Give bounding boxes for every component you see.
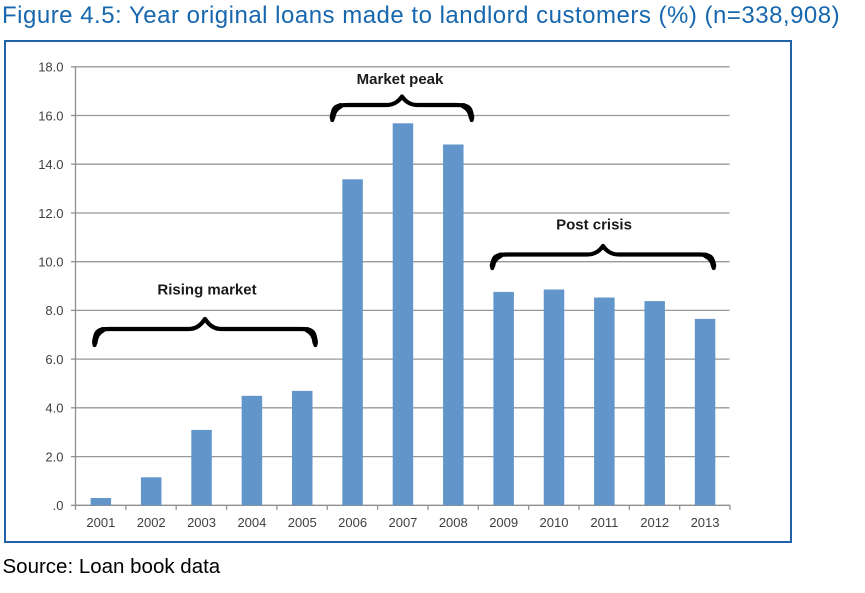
svg-text:Rising market: Rising market [157, 281, 256, 298]
svg-text:2011: 2011 [590, 515, 618, 530]
svg-text:Market peak: Market peak [357, 71, 444, 88]
svg-text:2005: 2005 [288, 515, 317, 530]
svg-text:10.0: 10.0 [38, 255, 63, 270]
svg-text:Figure 4.5: Year original loan: Figure 4.5: Year original loans made to … [2, 2, 840, 29]
svg-text:2008: 2008 [439, 515, 468, 530]
svg-text:2006: 2006 [338, 515, 367, 530]
svg-text:6.0: 6.0 [45, 352, 63, 367]
svg-text:Source: Loan book data: Source: Loan book data [3, 555, 221, 578]
svg-text:2010: 2010 [540, 515, 569, 530]
svg-text:2.0: 2.0 [45, 449, 63, 464]
svg-text:2009: 2009 [489, 515, 518, 530]
svg-text:14.0: 14.0 [38, 157, 63, 172]
svg-text:2007: 2007 [388, 515, 417, 530]
svg-text:2004: 2004 [237, 515, 266, 530]
svg-text:8.0: 8.0 [45, 303, 63, 318]
svg-text:2001: 2001 [86, 515, 115, 530]
svg-text:Post crisis: Post crisis [556, 217, 632, 234]
svg-text:2012: 2012 [640, 515, 669, 530]
svg-text:12.0: 12.0 [38, 206, 63, 221]
svg-text:.0: .0 [53, 498, 64, 513]
svg-text:4.0: 4.0 [45, 401, 63, 416]
svg-text:18.0: 18.0 [38, 60, 63, 75]
svg-text:2002: 2002 [137, 515, 166, 530]
svg-text:16.0: 16.0 [38, 108, 63, 123]
svg-text:2013: 2013 [691, 515, 720, 530]
svg-text:2003: 2003 [187, 515, 216, 530]
